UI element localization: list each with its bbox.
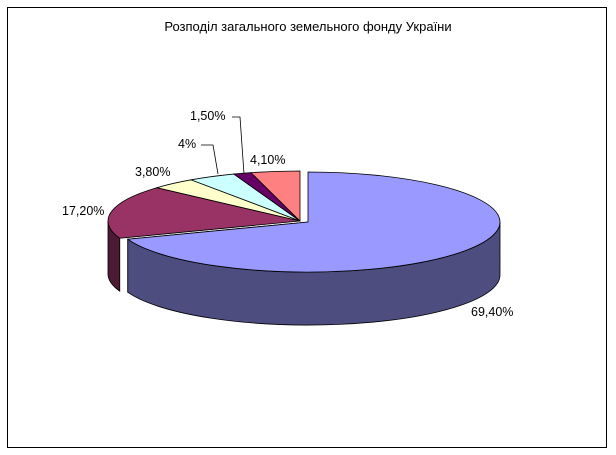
pie-slice-5 xyxy=(250,170,301,222)
pie-data-label-4: 1,50% xyxy=(190,109,225,123)
pie-labels-group: 69,40% 17,20% 3,80% 4% 1,50% 4,10% xyxy=(62,109,513,319)
pie-slice-0 xyxy=(126,171,501,273)
pie-data-label-5: 4,10% xyxy=(250,153,285,167)
chart-title: Розподіл загального земельного фонду Укр… xyxy=(164,19,451,34)
pie-tops-group xyxy=(107,170,501,273)
pie-data-label-1: 17,20% xyxy=(62,204,104,218)
pie-data-label-0: 69,40% xyxy=(471,305,513,319)
pie-data-label-3: 4% xyxy=(178,137,196,151)
pie-leader-line-3 xyxy=(201,144,219,175)
pie-leader-lines xyxy=(201,116,245,175)
pie-leader-line-4 xyxy=(232,116,245,175)
pie-data-label-2: 3,80% xyxy=(135,165,170,179)
pie-slice-1 xyxy=(107,187,301,239)
